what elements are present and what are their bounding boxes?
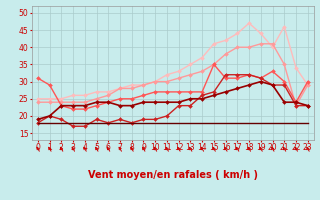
- Text: Vent moyen/en rafales ( km/h ): Vent moyen/en rafales ( km/h ): [88, 170, 258, 180]
